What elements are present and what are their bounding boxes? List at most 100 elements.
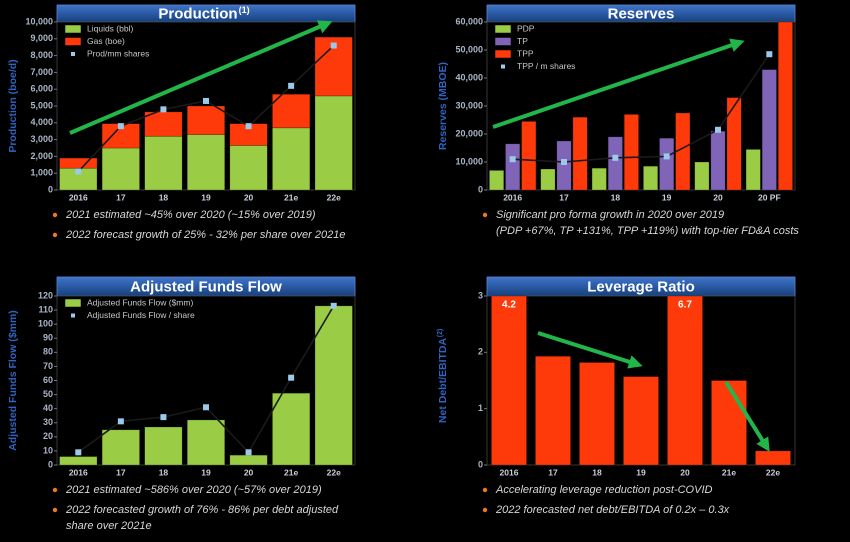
y-tick-label: 20	[43, 431, 53, 441]
y-tick-label: 30	[43, 417, 53, 427]
y-tick-label: 2,000	[30, 151, 53, 161]
bar	[623, 376, 659, 466]
legend-swatch	[71, 313, 75, 318]
x-tick-label: 20	[244, 192, 254, 202]
x-tick-label: 21e	[284, 192, 298, 202]
y-axis-label-superscript: (2)	[437, 329, 444, 338]
marker	[203, 97, 209, 104]
series-line	[512, 53, 770, 163]
legend-swatch	[494, 24, 512, 34]
bullet-text: 2021 estimated ~586% over 2020 (~57% ove…	[65, 484, 322, 496]
y-axis-label: Adjusted Funds Flow ($mm)	[7, 310, 19, 451]
marker	[245, 123, 252, 130]
marker	[330, 42, 337, 49]
bar	[144, 111, 183, 137]
y-tick-label: 0	[478, 459, 483, 469]
data-label: 4.2	[502, 300, 516, 311]
legend-label: TP	[517, 36, 528, 46]
bar	[659, 137, 675, 191]
bar	[572, 116, 588, 191]
bar	[229, 454, 268, 466]
bar	[777, 21, 793, 191]
y-tick-label: 50,000	[455, 44, 483, 54]
bullet-text: (PDP +67%, TP +131%, TPP +119%) with top…	[496, 225, 799, 237]
x-tick-label: 17	[559, 192, 569, 202]
marker	[245, 449, 252, 456]
x-tick-label: 18	[592, 467, 602, 477]
y-tick-label: 50	[43, 389, 53, 399]
legend-label: Liquids (bbl)	[87, 23, 133, 33]
y-tick-label: 110	[38, 304, 53, 314]
bullet-text: 2022 forecasted growth of 76% - 86% per …	[65, 504, 339, 516]
bullet-text: Accelerating leverage reduction post-COV…	[495, 484, 712, 496]
bar	[314, 36, 353, 97]
y-tick-label: 0	[478, 184, 483, 194]
bullet	[482, 507, 488, 513]
bar	[491, 295, 527, 466]
x-tick-label: 2016	[69, 192, 88, 202]
marker	[160, 106, 167, 113]
trend-arrows	[69, 20, 770, 452]
bar	[144, 135, 183, 191]
bullet-text: 2022 forecast growth of 25% - 32% per sh…	[65, 229, 345, 241]
y-tick-label: 7,000	[30, 67, 53, 77]
x-tick-label: 20	[680, 467, 690, 477]
y-tick-label: 1	[478, 403, 483, 413]
x-tick-label: 22e	[327, 467, 341, 477]
x-tick-label: 17	[116, 467, 126, 477]
legend-label: TPP	[517, 48, 534, 58]
bar	[101, 147, 140, 191]
bar	[643, 165, 659, 191]
bar	[521, 121, 537, 191]
bullet	[52, 507, 58, 513]
marker	[288, 374, 295, 381]
bar	[272, 127, 311, 191]
x-tick-label: 19	[201, 467, 211, 477]
bullet	[52, 232, 58, 238]
bar	[710, 130, 726, 191]
marker	[203, 404, 209, 411]
y-tick-label: 9,000	[30, 33, 53, 43]
y-tick-label: 10	[43, 445, 53, 455]
marker	[715, 126, 721, 133]
y-tick-label: 70	[43, 361, 53, 371]
bullet-text: 2021 estimated ~45% over 2020 (~15% over…	[65, 209, 316, 221]
bar	[101, 123, 140, 149]
legend-swatch	[501, 64, 505, 69]
title-superscript: (1)	[239, 5, 250, 15]
bar	[540, 168, 556, 191]
y-tick-label: 100	[38, 319, 53, 329]
bar	[186, 105, 226, 135]
legend-label: Adjusted Funds Flow / share	[87, 310, 195, 320]
arrow	[492, 38, 745, 129]
arrow	[537, 331, 643, 369]
y-tick-label: 60	[43, 375, 53, 385]
bar	[667, 295, 703, 466]
legend-label: Gas (boe)	[87, 36, 125, 46]
legend-swatch	[64, 298, 82, 308]
y-tick-label: 80	[43, 347, 53, 357]
charts: Production (1) 0 1,000 2,000 3,000 4,000 5,000 6…	[7, 4, 799, 532]
marker	[288, 82, 295, 89]
bar	[556, 140, 572, 191]
bar	[623, 114, 639, 191]
bar	[726, 97, 742, 191]
y-tick-label: 30,000	[455, 100, 483, 110]
marker	[75, 449, 82, 456]
y-tick-label: 40,000	[455, 72, 483, 82]
marker	[117, 418, 124, 425]
bar	[607, 136, 623, 191]
legend-label: Adjusted Funds Flow ($mm)	[87, 297, 193, 307]
marker	[612, 154, 619, 161]
x-tick-label: 18	[611, 192, 621, 202]
chart-title: Production	[158, 5, 237, 22]
bullet	[52, 487, 58, 493]
bar	[314, 305, 353, 466]
bar	[229, 145, 268, 191]
x-tick-label: 19	[662, 192, 672, 202]
x-tick-label: 20 PF	[758, 192, 781, 202]
x-tick-label: 19	[636, 467, 646, 477]
legend-swatch	[64, 24, 82, 34]
bar	[272, 392, 311, 466]
bar	[489, 170, 505, 191]
